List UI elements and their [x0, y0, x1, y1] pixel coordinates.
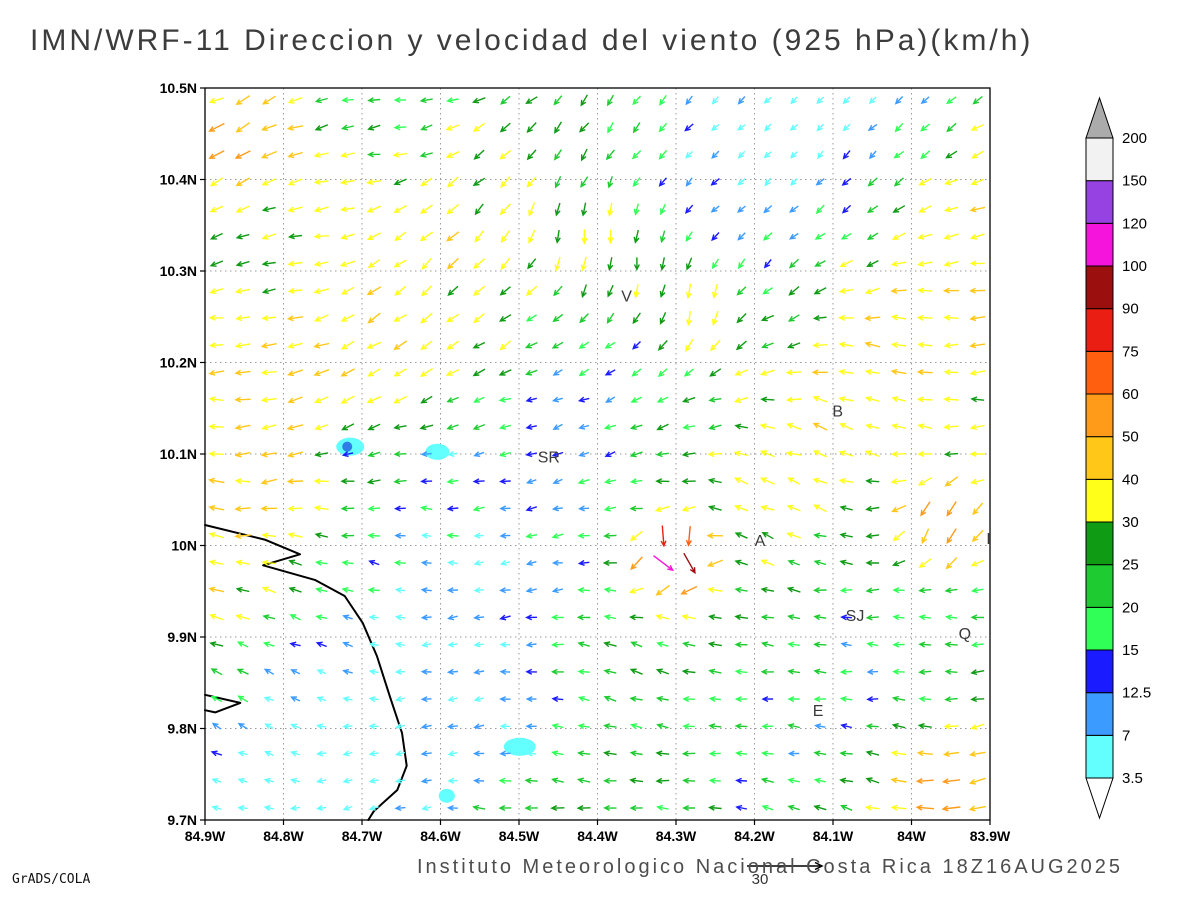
svg-text:10.2N: 10.2N	[160, 355, 197, 371]
svg-text:Q: Q	[959, 626, 971, 643]
svg-text:B: B	[832, 404, 843, 421]
svg-text:200: 200	[1122, 130, 1147, 147]
svg-text:25: 25	[1122, 557, 1139, 574]
low-wind-shading	[336, 437, 536, 803]
svg-text:30: 30	[752, 871, 769, 888]
svg-text:10.3N: 10.3N	[160, 263, 197, 279]
svg-text:A: A	[755, 533, 766, 550]
axis-tick-labels: 84.9W 84.8W 84.7W 84.6W 84.5W 84.4W 84.3W 84.2W…	[160, 80, 1011, 844]
svg-text:V: V	[621, 289, 632, 306]
svg-text:10N: 10N	[171, 538, 197, 554]
svg-text:84.9W: 84.9W	[185, 828, 226, 844]
svg-text:I: I	[986, 531, 990, 548]
svg-text:90: 90	[1122, 301, 1139, 318]
svg-text:E: E	[813, 703, 824, 720]
svg-text:15: 15	[1122, 642, 1139, 659]
svg-text:12.5: 12.5	[1122, 685, 1151, 702]
svg-text:75: 75	[1122, 343, 1139, 360]
svg-text:9.9N: 9.9N	[167, 629, 197, 645]
svg-text:150: 150	[1122, 173, 1147, 190]
svg-text:60: 60	[1122, 386, 1139, 403]
svg-text:9.8N: 9.8N	[167, 721, 197, 737]
wind-vector-arrows	[208, 94, 986, 812]
svg-text:84.3W: 84.3W	[656, 828, 697, 844]
svg-text:84.2W: 84.2W	[734, 828, 775, 844]
svg-text:84W: 84W	[897, 828, 927, 844]
svg-text:10.5N: 10.5N	[160, 80, 197, 96]
svg-text:84.7W: 84.7W	[342, 828, 383, 844]
chart-title: IMN/WRF-11 Direccion y velocidad del vie…	[30, 24, 1034, 57]
svg-text:40: 40	[1122, 471, 1139, 488]
svg-text:3.5: 3.5	[1122, 770, 1143, 787]
svg-text:9.7N: 9.7N	[167, 812, 197, 828]
svg-text:50: 50	[1122, 429, 1139, 446]
svg-text:84.5W: 84.5W	[499, 828, 540, 844]
svg-text:SR: SR	[538, 450, 560, 467]
svg-text:10.4N: 10.4N	[160, 172, 197, 188]
coastline	[204, 524, 408, 821]
city-letter-labels: V B SR A SJ Q E I	[538, 289, 991, 720]
reference-vector: 30	[747, 861, 824, 888]
svg-text:120: 120	[1122, 215, 1147, 232]
svg-text:84.4W: 84.4W	[577, 828, 618, 844]
svg-text:84.6W: 84.6W	[420, 828, 461, 844]
svg-text:SJ: SJ	[846, 608, 865, 625]
footer-caption: Instituto Meteorologico Nacional Costa R…	[416, 856, 1124, 878]
svg-text:84.1W: 84.1W	[813, 828, 854, 844]
colorbar: 3.5 7 12.5 15 20 25 30 40 50 60 75 90 100 120 150 200	[1085, 96, 1151, 820]
svg-text:20: 20	[1122, 599, 1139, 616]
svg-text:84.8W: 84.8W	[263, 828, 304, 844]
svg-text:83.9W: 83.9W	[970, 828, 1011, 844]
grads-credit: GrADS/COLA	[12, 872, 91, 887]
svg-text:7: 7	[1122, 727, 1130, 744]
svg-text:30: 30	[1122, 514, 1139, 531]
svg-text:10.1N: 10.1N	[160, 446, 197, 462]
svg-text:100: 100	[1122, 258, 1147, 275]
